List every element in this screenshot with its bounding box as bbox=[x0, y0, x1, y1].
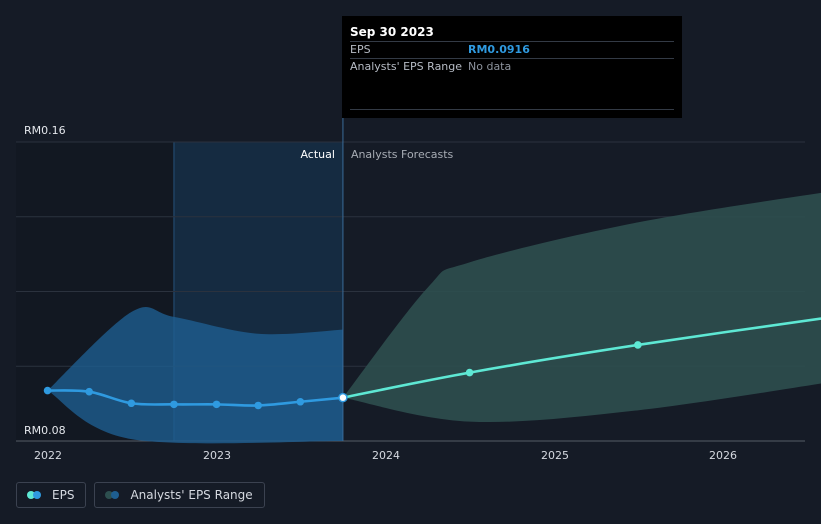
eps-point-actual[interactable] bbox=[127, 399, 136, 408]
eps-point-actual[interactable] bbox=[296, 397, 305, 406]
y-tick-label: RM0.08 bbox=[24, 424, 66, 437]
legend-eps-label: EPS bbox=[52, 488, 75, 502]
legend-range-swatch-icon bbox=[105, 491, 121, 499]
tooltip-divider bbox=[350, 109, 674, 110]
tooltip-row-range: Analysts' EPS Range No data bbox=[350, 58, 674, 75]
x-tick-label: 2023 bbox=[203, 449, 231, 462]
x-tick-label: 2024 bbox=[372, 449, 400, 462]
eps-point-actual[interactable] bbox=[212, 400, 221, 409]
y-tick-label: RM0.16 bbox=[24, 124, 66, 137]
tooltip-eps-value: RM0.0916 bbox=[468, 43, 530, 56]
region-label-actual: Actual bbox=[300, 148, 334, 161]
eps-point-hovered[interactable] bbox=[338, 392, 348, 403]
x-tick-label: 2025 bbox=[541, 449, 569, 462]
tooltip-date: Sep 30 2023 bbox=[350, 25, 434, 39]
x-tick-label: 2022 bbox=[34, 449, 62, 462]
tooltip-range-label: Analysts' EPS Range bbox=[350, 60, 463, 73]
tooltip-row-eps: EPS RM0.0916 bbox=[350, 41, 674, 58]
eps-point-actual[interactable] bbox=[85, 387, 94, 396]
eps-range-area-forecast bbox=[342, 192, 821, 422]
eps-point-forecast[interactable] bbox=[465, 368, 474, 377]
legend-eps-swatch-icon bbox=[27, 491, 43, 499]
legend-item-eps-range[interactable]: Analysts' EPS Range bbox=[94, 482, 265, 508]
eps-point-actual[interactable] bbox=[43, 386, 52, 395]
eps-point-actual[interactable] bbox=[254, 401, 263, 410]
eps-point-actual[interactable] bbox=[170, 400, 178, 409]
legend-item-eps[interactable]: EPS bbox=[16, 482, 87, 508]
x-tick-label: 2026 bbox=[709, 449, 737, 462]
eps-range-area-actual bbox=[47, 307, 343, 444]
region-label-forecast: Analysts Forecasts bbox=[351, 148, 454, 161]
legend: EPS Analysts' EPS Range bbox=[16, 482, 265, 508]
tooltip-eps-label: EPS bbox=[350, 43, 371, 56]
hover-tooltip: Sep 30 2023 EPS RM0.0916 Analysts' EPS R… bbox=[342, 16, 682, 118]
tooltip-range-value: No data bbox=[468, 60, 512, 73]
eps-point-forecast[interactable] bbox=[634, 341, 642, 349]
eps-line-forecast bbox=[341, 317, 821, 399]
legend-range-label: Analysts' EPS Range bbox=[130, 488, 253, 502]
